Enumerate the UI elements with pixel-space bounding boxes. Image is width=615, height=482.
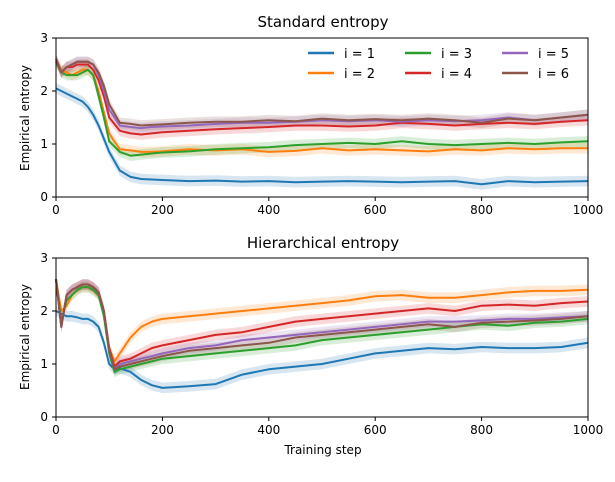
plot-frame [55, 37, 589, 198]
series-band-5 [56, 273, 588, 375]
chart-title: Hierarchical entropy [247, 234, 399, 252]
legend-label-6: i = 6 [538, 67, 569, 82]
y-axis-label: Empirical entropy [18, 65, 32, 171]
x-tick-label: 800 [470, 203, 493, 217]
axis-ticks: 0 200 400 600 800 1000 0 1 2 3 [40, 251, 603, 437]
legend-label-2: i = 2 [344, 67, 375, 82]
standard-entropy-panel: Standard entropy Empirical entropy 0 200 4… [18, 13, 603, 217]
y-tick-label: 0 [40, 410, 48, 424]
axis-ticks: 0 200 400 600 800 1000 0 1 2 3 [40, 31, 603, 217]
series-band-1 [56, 305, 588, 394]
legend-label-4: i = 4 [441, 67, 472, 82]
y-axis-label: Empirical entropy [18, 284, 32, 390]
legend-label-5: i = 5 [538, 47, 569, 62]
legend-label-3: i = 3 [441, 47, 472, 62]
x-axis-label: Training step [283, 443, 361, 457]
series-line-4 [55, 58, 589, 136]
series-line-3 [55, 61, 589, 157]
chart-title: Standard entropy [257, 13, 388, 31]
series-line-2 [55, 61, 588, 153]
y-tick-label: 2 [40, 84, 48, 98]
series-line-3 [55, 279, 589, 373]
confidence-bands [56, 53, 588, 190]
series-band-4 [56, 53, 588, 140]
y-tick-label: 0 [40, 190, 48, 204]
legend-label-1: i = 1 [344, 47, 375, 62]
series-line-1 [55, 310, 589, 389]
x-tick-label: 200 [151, 203, 174, 217]
series-band-2 [56, 56, 588, 158]
legend: i = 1 i = 2 i = 3 i = 4 i = 5 i = 6 [308, 47, 569, 82]
x-tick-label: 1000 [573, 203, 604, 217]
series-line-1 [55, 87, 589, 186]
y-tick-label: 3 [40, 31, 48, 45]
x-tick-label: 600 [364, 203, 387, 217]
x-tick-label: 600 [364, 423, 387, 437]
x-tick-label: 0 [52, 203, 60, 217]
series-band-5 [56, 53, 588, 134]
y-tick-label: 1 [40, 137, 48, 151]
series-band-6 [56, 273, 588, 375]
y-tick-label: 3 [40, 251, 48, 265]
series-band-3 [56, 56, 588, 161]
hierarchical-entropy-panel: Hierarchical entropy Empirical entropy T… [18, 234, 603, 457]
series-line-6 [55, 58, 589, 127]
y-tick-label: 2 [40, 304, 48, 318]
x-tick-label: 400 [257, 203, 280, 217]
x-tick-label: 1000 [573, 423, 604, 437]
x-tick-label: 800 [470, 423, 493, 437]
series-lines [55, 279, 589, 389]
series-band-4 [56, 273, 588, 372]
y-tick-label: 1 [40, 357, 48, 371]
x-tick-label: 400 [257, 423, 280, 437]
series-lines [55, 58, 589, 186]
series-band-1 [56, 83, 588, 190]
x-tick-label: 0 [52, 423, 60, 437]
x-tick-label: 200 [151, 423, 174, 437]
plot-frame [55, 257, 589, 418]
series-line-6 [55, 279, 589, 371]
